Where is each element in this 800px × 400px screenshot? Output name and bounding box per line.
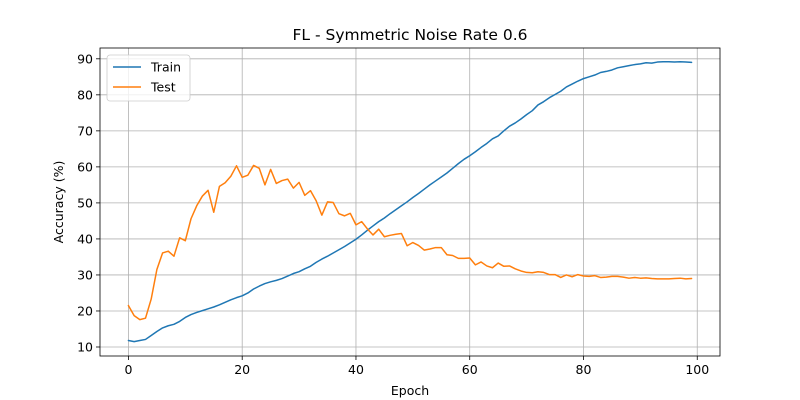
- x-tick-label: 80: [576, 362, 592, 377]
- x-tick-label: 20: [234, 362, 250, 377]
- legend-label-train: Train: [150, 60, 181, 75]
- y-tick-label: 80: [77, 87, 93, 102]
- y-tick-label: 20: [77, 303, 93, 318]
- tick-layer: 0 20 40 60 80 100 10 20 30 40 50 60 70 80 90: [77, 51, 709, 377]
- legend: Train Test: [106, 54, 191, 102]
- x-tick-label: 60: [462, 362, 478, 377]
- y-tick-label: 30: [77, 267, 93, 282]
- x-tick-label: 0: [124, 362, 132, 377]
- chart-title: FL - Symmetric Noise Rate 0.6: [293, 26, 528, 44]
- series-layer: [127, 60, 693, 343]
- x-tick-label: 100: [685, 362, 709, 377]
- series-line-test: [127, 164, 693, 321]
- x-axis-label: Epoch: [391, 383, 429, 398]
- plot-frame: [99, 47, 721, 357]
- y-tick-label: 50: [77, 195, 93, 210]
- x-tick-label: 40: [348, 362, 364, 377]
- y-tick-label: 90: [77, 51, 93, 66]
- y-tick-label: 40: [77, 231, 93, 246]
- y-tick-label: 10: [77, 339, 93, 354]
- y-tick-label: 60: [77, 159, 93, 174]
- y-axis-label: Accuracy (%): [51, 161, 66, 244]
- legend-label-test: Test: [150, 80, 176, 95]
- y-tick-label: 70: [77, 123, 93, 138]
- series-line-train: [127, 60, 693, 343]
